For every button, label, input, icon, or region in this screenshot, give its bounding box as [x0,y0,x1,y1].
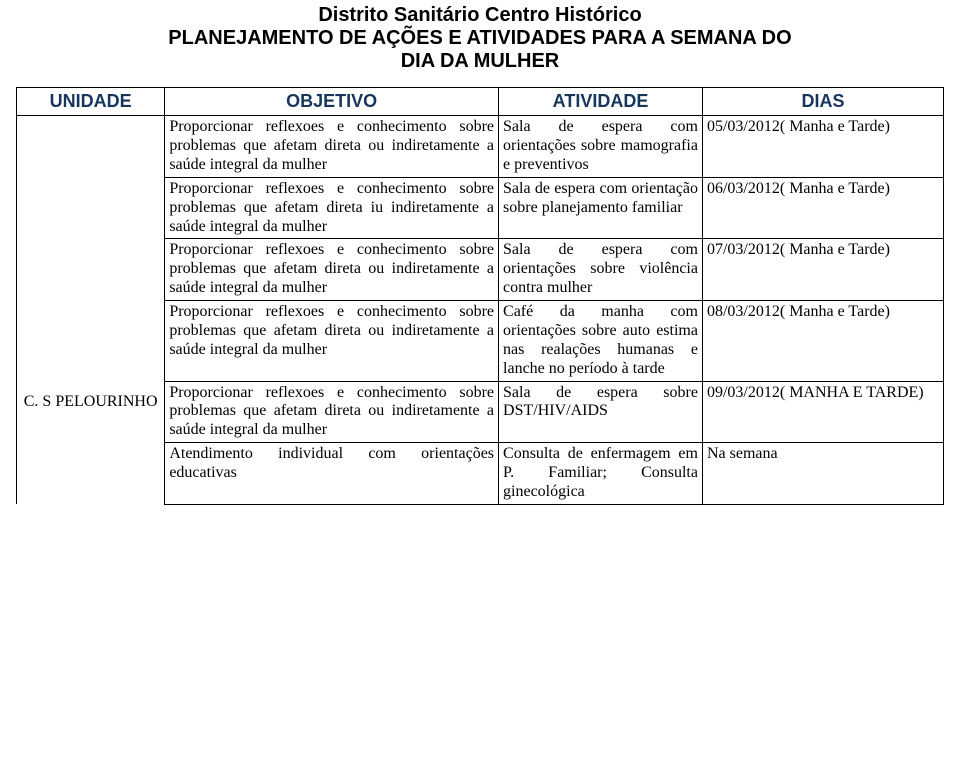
activity-cell: Sala de espera com orientação sobre plan… [499,177,703,239]
days-cell: 05/03/2012( Manha e Tarde) [702,116,943,178]
objective-cell: Proporcionar reflexoes e conhecimento so… [165,116,499,178]
objective-cell: Proporcionar reflexoes e conhecimento so… [165,177,499,239]
unit-cell-upper [17,116,165,301]
title-line-2: PLANEJAMENTO DE AÇÕES E ATIVIDADES PARA … [16,27,944,50]
objective-cell: Atendimento individual com orientações e… [165,443,499,505]
col-unidade: UNIDADE [17,88,165,116]
col-objetivo: OBJETIVO [165,88,499,116]
col-dias: DIAS [702,88,943,116]
days-cell: Na semana [702,443,943,505]
unit-name-cell: C. S PELOURINHO [17,301,165,505]
days-cell: 07/03/2012( Manha e Tarde) [702,239,943,301]
activity-cell: Sala de espera com orientações sobre mam… [499,116,703,178]
activity-cell: Sala de espera sobre DST/HIV/AIDS [499,381,703,443]
objective-cell: Proporcionar reflexoes e conhecimento so… [165,381,499,443]
activity-cell: Sala de espera com orientações sobre vio… [499,239,703,301]
table-header-row: UNIDADE OBJETIVO ATIVIDADE DIAS [17,88,944,116]
table-row: C. S PELOURINHO Proporcionar reflexoes e… [17,301,944,382]
col-atividade: ATIVIDADE [499,88,703,116]
activity-cell: Consulta de enfermagem em P. Familiar; C… [499,443,703,505]
page: Distrito Sanitário Centro Histórico PLAN… [0,0,960,759]
objective-cell: Proporcionar reflexoes e conhecimento so… [165,301,499,382]
table-row: Proporcionar reflexoes e conhecimento so… [17,116,944,178]
days-cell: 08/03/2012( Manha e Tarde) [702,301,943,382]
days-cell: 06/03/2012( Manha e Tarde) [702,177,943,239]
document-title-block: Distrito Sanitário Centro Histórico PLAN… [16,4,944,73]
days-cell: 09/03/2012( MANHA E TARDE) [702,381,943,443]
objective-cell: Proporcionar reflexoes e conhecimento so… [165,239,499,301]
planning-table: UNIDADE OBJETIVO ATIVIDADE DIAS Proporci… [16,87,944,505]
activity-cell: Café da manha com orientações sobre auto… [499,301,703,382]
title-line-3: DIA DA MULHER [16,50,944,73]
title-line-1: Distrito Sanitário Centro Histórico [16,4,944,27]
